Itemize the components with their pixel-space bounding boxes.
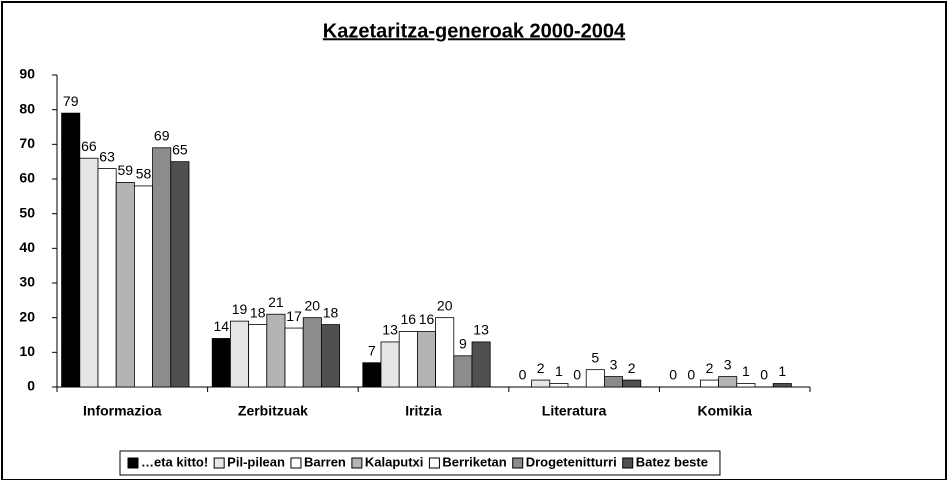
- bar: [604, 376, 624, 388]
- legend-label: …eta kitto!: [141, 454, 208, 469]
- bar: [266, 313, 286, 388]
- value-label: 0: [573, 367, 581, 383]
- legend-swatch: [127, 457, 139, 469]
- legend-label: Pil-pilean: [227, 454, 285, 469]
- x-tick-label: Zerbitzuak: [238, 403, 308, 419]
- legend-swatch: [351, 457, 363, 469]
- y-tick-label: 10: [19, 343, 35, 359]
- value-label: 1: [555, 363, 563, 379]
- value-label: 17: [286, 308, 302, 324]
- bar: [416, 331, 436, 388]
- legend-swatch: [512, 457, 524, 469]
- value-label: 18: [250, 304, 266, 320]
- value-label: 59: [118, 162, 134, 178]
- y-tick-label: 90: [19, 66, 35, 82]
- value-label: 1: [742, 363, 750, 379]
- y-tick-label: 70: [19, 135, 35, 151]
- y-tick-label: 50: [19, 204, 35, 220]
- value-label: 20: [437, 297, 453, 313]
- value-label: 65: [172, 141, 188, 157]
- value-label: 69: [154, 128, 170, 144]
- bar: [380, 341, 400, 388]
- y-tick-label: 80: [19, 100, 35, 116]
- value-label: 13: [473, 322, 489, 338]
- value-label: 5: [591, 349, 599, 365]
- bar: [79, 157, 99, 388]
- value-label: 16: [419, 311, 435, 327]
- legend-swatch: [622, 457, 634, 469]
- bar: [531, 379, 551, 388]
- bar: [622, 379, 642, 388]
- value-label: 0: [760, 367, 768, 383]
- bar: [362, 362, 382, 388]
- chart-title: Kazetaritza-generoak 2000-2004: [323, 20, 626, 42]
- bar: [248, 324, 268, 388]
- legend: …eta kitto! Pil-pilean Barren Kalaputxi Berr…: [119, 450, 721, 476]
- value-label: 2: [706, 360, 714, 376]
- value-label: 1: [778, 363, 786, 379]
- x-tick-label: Komikia: [697, 403, 752, 419]
- bar: [229, 320, 249, 388]
- value-label: 13: [382, 322, 398, 338]
- legend-label: Barren: [304, 454, 346, 469]
- x-tick-label: Literatura: [542, 403, 607, 419]
- value-label: 58: [136, 166, 152, 182]
- value-label: 2: [537, 360, 545, 376]
- value-label: 0: [687, 367, 695, 383]
- value-label: 9: [459, 336, 467, 352]
- bar: [471, 341, 491, 388]
- bar: [549, 383, 569, 388]
- bar: [61, 112, 81, 388]
- value-label: 66: [81, 138, 97, 154]
- legend-swatch: [213, 457, 225, 469]
- value-label: 63: [99, 148, 115, 164]
- bar: [585, 369, 605, 388]
- value-label: 2: [628, 360, 636, 376]
- bar: [700, 379, 720, 388]
- x-tick-label: Iritzia: [405, 403, 442, 419]
- y-tick-label: 0: [27, 378, 35, 394]
- y-tick-label: 60: [19, 170, 35, 186]
- bar: [772, 383, 792, 388]
- value-label: 20: [305, 297, 321, 313]
- bar: [133, 185, 153, 388]
- value-label: 19: [232, 301, 248, 317]
- bar: [211, 338, 231, 388]
- bar: [718, 376, 738, 388]
- legend-label: Drogetenitturri: [526, 454, 617, 469]
- bar: [152, 147, 172, 388]
- value-label: 21: [268, 294, 284, 310]
- x-tick-label: Informazioa: [83, 403, 162, 419]
- bar: [97, 168, 117, 388]
- bar: [284, 327, 304, 388]
- value-label: 7: [368, 342, 376, 358]
- bar: [170, 161, 190, 388]
- bar: [320, 324, 340, 388]
- legend-label: Batez beste: [636, 454, 708, 469]
- bar: [302, 317, 322, 388]
- legend-label: Kalaputxi: [365, 454, 424, 469]
- value-label: 14: [214, 318, 230, 334]
- bar: [736, 383, 756, 388]
- legend-swatch: [290, 457, 302, 469]
- value-label: 18: [323, 304, 339, 320]
- y-tick-label: 40: [19, 239, 35, 255]
- value-label: 3: [610, 356, 618, 372]
- legend-swatch: [428, 457, 440, 469]
- y-tick-label: 30: [19, 274, 35, 290]
- bar: [435, 317, 455, 388]
- bar: [453, 355, 473, 388]
- value-label: 0: [519, 367, 527, 383]
- bar: [398, 331, 418, 388]
- bar: [115, 182, 135, 388]
- y-tick-label: 20: [19, 308, 35, 324]
- value-label: 3: [724, 356, 732, 372]
- value-label: 0: [669, 367, 677, 383]
- value-label: 16: [401, 311, 417, 327]
- legend-label: Berriketan: [442, 454, 506, 469]
- value-label: 79: [63, 93, 79, 109]
